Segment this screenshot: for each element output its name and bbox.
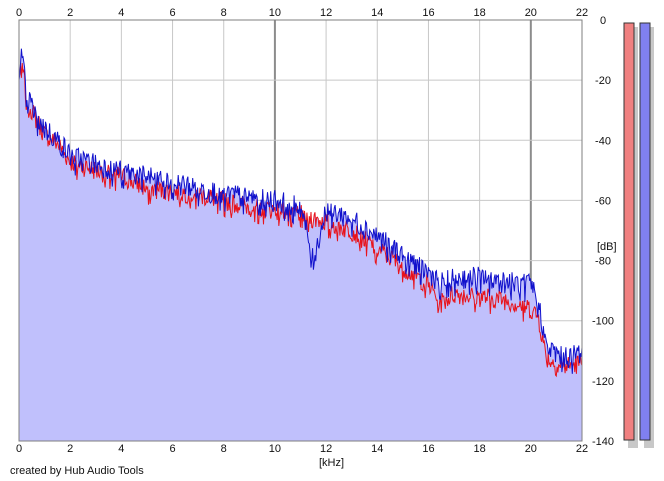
spectrum-series-line (18, 48, 583, 374)
x-tick-label-top: 4 (118, 7, 124, 19)
x-tick-label-bottom: 0 (16, 443, 22, 455)
y-tick-label: -40 (595, 135, 611, 147)
y-axis-ticks: 0 -20 -40 -60 -80 -100 -120 -140 (592, 15, 614, 448)
y-tick-label: -120 (592, 376, 614, 388)
x-tick-label-top: 0 (16, 7, 22, 19)
series-layer (18, 48, 583, 441)
plot-border (18, 19, 583, 442)
y-tick-label: -60 (595, 195, 611, 207)
x-tick-label-top: 20 (525, 7, 537, 19)
spectrum-fill (19, 48, 582, 441)
y-tick-label: -100 (592, 316, 614, 328)
y-tick-label: -80 (595, 256, 611, 268)
x-tick-label-bottom: 8 (221, 443, 227, 455)
y-tick-label: -140 (592, 436, 614, 448)
x-tick-label-bottom: 20 (525, 443, 537, 455)
x-tick-label-bottom: 10 (269, 443, 281, 455)
x-axis-label: [kHz] (319, 457, 344, 469)
x-tick-label-bottom: 2 (67, 443, 73, 455)
x-tick-label-top: 8 (221, 7, 227, 19)
level-meter-bar (623, 22, 635, 441)
x-axis-bottom-ticks: 0 2 4 6 8 10 12 14 16 18 20 22 (16, 443, 588, 455)
x-tick-label-top: 14 (371, 7, 383, 19)
x-tick-label-top: 10 (269, 7, 281, 19)
x-tick-label-bottom: 22 (576, 443, 588, 455)
x-tick-label-bottom: 18 (474, 443, 486, 455)
y-axis-label: [dB] (597, 241, 617, 253)
x-tick-label-bottom: 16 (422, 443, 434, 455)
x-tick-label-top: 16 (422, 7, 434, 19)
x-tick-label-top: 2 (67, 7, 73, 19)
x-tick-label-bottom: 6 (169, 443, 175, 455)
x-tick-label-bottom: 14 (371, 443, 383, 455)
x-tick-label-bottom: 12 (320, 443, 332, 455)
y-tick-label: -20 (595, 75, 611, 87)
x-tick-label-top: 22 (576, 7, 588, 19)
x-tick-label-top: 18 (474, 7, 486, 19)
footer-credit: created by Hub Audio Tools (10, 465, 144, 477)
x-tick-label-bottom: 4 (118, 443, 124, 455)
level-meter-bar (639, 22, 651, 441)
plot-area (18, 19, 583, 442)
level-meters (623, 22, 654, 448)
x-axis-top-ticks: 0 2 4 6 8 10 12 14 16 18 20 22 (16, 7, 588, 19)
y-tick-label: 0 (600, 15, 606, 27)
x-tick-label-top: 6 (169, 7, 175, 19)
x-tick-label-top: 12 (320, 7, 332, 19)
